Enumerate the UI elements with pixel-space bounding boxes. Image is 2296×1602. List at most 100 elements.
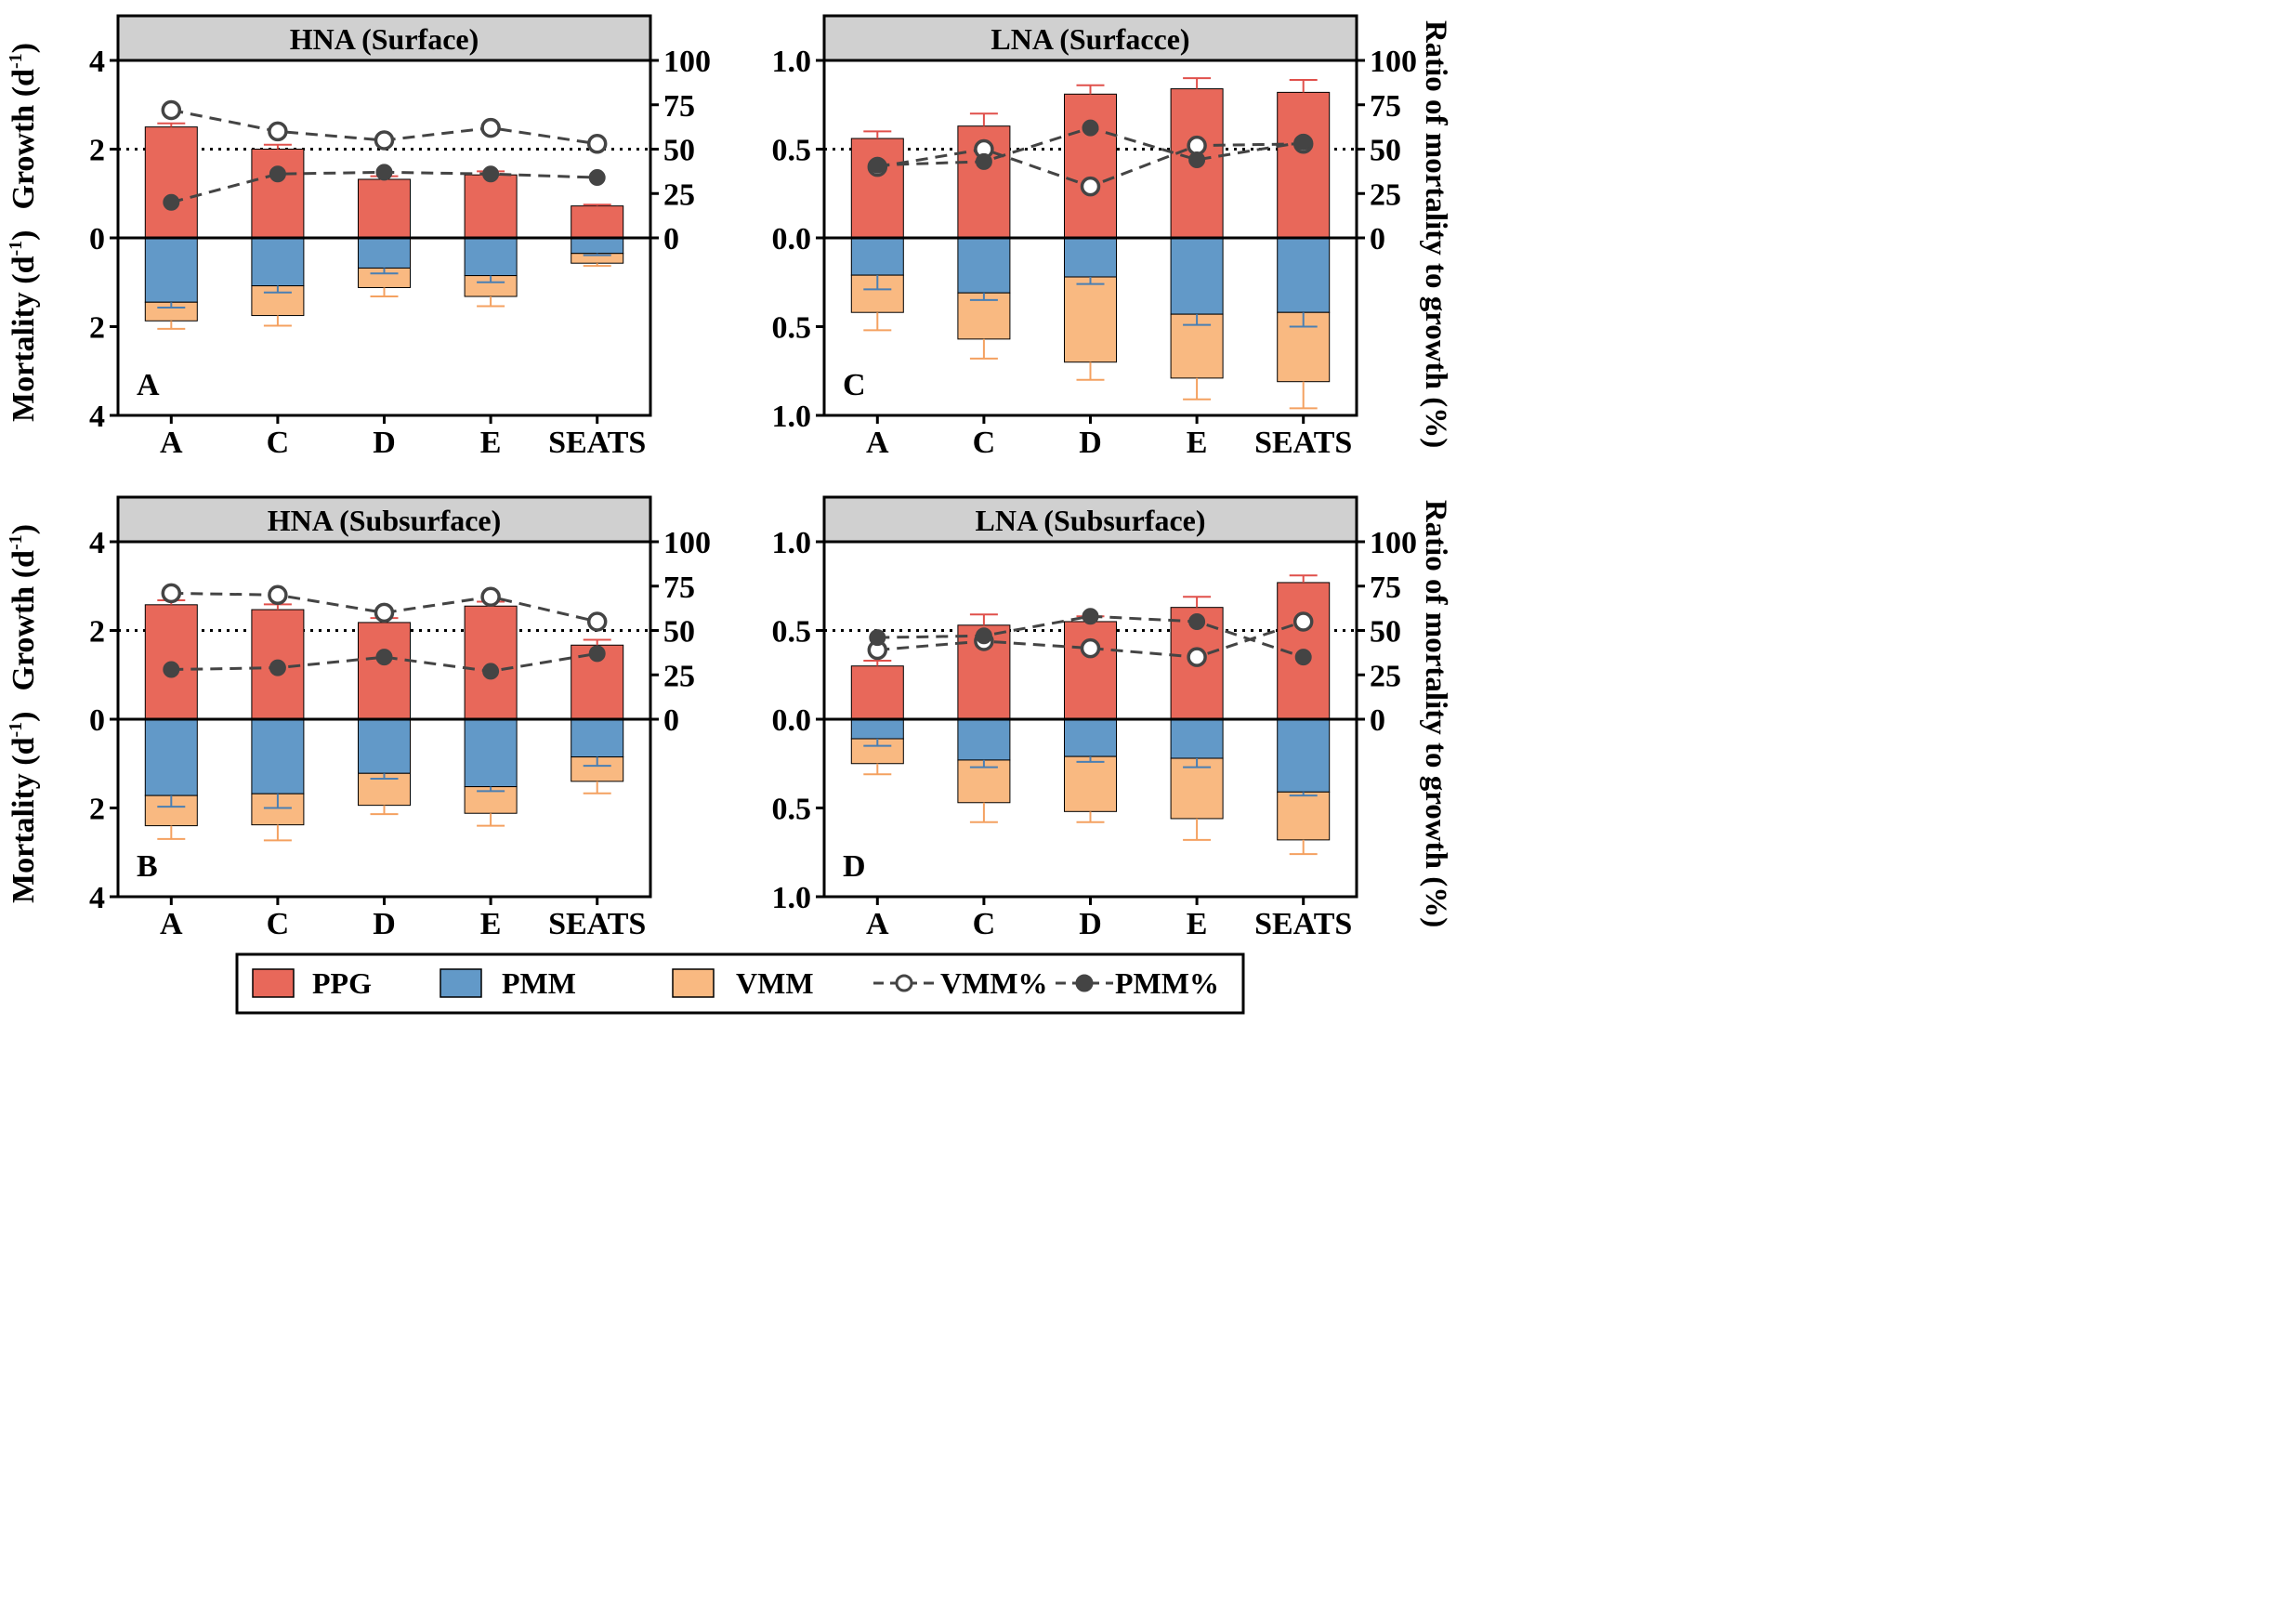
x-tick-label-E: E [1187, 907, 1208, 941]
bar-ppg-A [850, 665, 904, 720]
bar-vmm-E [1170, 757, 1224, 820]
y2-tick-label: 75 [663, 571, 695, 605]
bar-vmm-D [1064, 755, 1117, 812]
y2-tick-label: 25 [1370, 177, 1401, 212]
y-tick-label: 0.5 [772, 615, 812, 650]
y-tick-label: 0.5 [772, 311, 812, 346]
x-tick-label-A: A [160, 426, 183, 460]
panel-letter: A [137, 368, 160, 402]
point-pmm-pct-C [269, 659, 286, 676]
point-pmm-pct-SEATS [588, 645, 606, 663]
y2-tick-label: 100 [1370, 45, 1417, 79]
x-tick-label-SEATS: SEATS [1254, 426, 1352, 460]
bar-pmm-A [850, 718, 904, 740]
x-tick-label-SEATS: SEATS [548, 907, 646, 941]
x-tick-label-D: D [1079, 907, 1102, 941]
y2-tick-label: 100 [663, 45, 711, 79]
x-tick-label-SEATS: SEATS [548, 426, 646, 460]
y-tick-label: 2 [89, 793, 105, 827]
point-pmm-pct-C [975, 627, 992, 645]
bar-pmm-E [464, 718, 518, 788]
panel-hna-surface: HNA (Surface) A C D E SEATS 4 2 0 2 4 100 75 50 25 0 A [89, 14, 711, 460]
y2-tick-label: 75 [1370, 89, 1401, 124]
y-tick-label: 0.0 [772, 222, 812, 256]
right-axis-label-bottom: Ratio of mortality to growth (%) [1419, 500, 1452, 927]
bar-ppg-D [358, 622, 411, 720]
bar-ppg-E [464, 174, 518, 239]
point-pmm-pct-A [163, 193, 180, 211]
y-tick-label: 0 [89, 222, 105, 256]
y2-tick-label: 75 [1370, 571, 1401, 605]
bar-pmm-D [1064, 718, 1117, 757]
left-axis-label-top: Mortality (d-1)Growth (d-1) [6, 43, 41, 422]
panel-lna-surface: LNA (Surfacce)A C D E SEATS1.00.50.00.51.010… [772, 14, 1417, 460]
x-tick-label-C: C [267, 426, 290, 460]
x-tick-label-C: C [973, 907, 996, 941]
bar-pmm-E [1170, 237, 1224, 315]
point-pmm-pct-E [482, 165, 500, 183]
y2-tick-label: 0 [1370, 703, 1385, 738]
panel-letter: D [843, 849, 866, 884]
x-tick-label-A: A [160, 907, 183, 941]
point-pmm-pct-A [869, 629, 886, 647]
panel-title: HNA (Surface) [290, 22, 479, 56]
bar-vmm-D [1064, 276, 1117, 363]
bar-pmm-SEATS [1277, 237, 1331, 313]
y-tick-label: 0.5 [772, 793, 812, 827]
unit-superscript: -1 [6, 534, 26, 550]
point-vmm-pct-C [268, 584, 288, 606]
y-tick-label: 0.0 [772, 703, 812, 738]
y-tick-label: 4 [89, 400, 105, 434]
legend: PPG PMM VMM VMM% PMM% [235, 952, 1245, 1015]
y-tick-label: 4 [89, 45, 105, 79]
bar-ppg-D [1064, 621, 1117, 720]
bar-pmm-E [1170, 718, 1224, 759]
y2-tick-label: 50 [1370, 134, 1401, 168]
svg-text:Mortality (d-1)Growth (d-1): Mortality (d-1)Growth (d-1) [6, 524, 41, 903]
legend-label-vmm-pct: VMM% [940, 966, 1048, 1000]
y2-tick-label: 0 [663, 703, 679, 738]
mortality-label: Mortality (d [7, 737, 41, 903]
right-axis-label-top: Ratio of mortality to growth (%) [1419, 20, 1452, 448]
x-tick-label-D: D [1079, 426, 1102, 460]
x-tick-label-C: C [267, 907, 290, 941]
legend-swatch-vmm [672, 968, 715, 998]
y-tick-label: 1.0 [772, 45, 812, 79]
y2-tick-label: 50 [1370, 615, 1401, 650]
bar-pmm-A [144, 718, 198, 796]
point-vmm-pct-SEATS [586, 134, 608, 154]
panel-letter: B [137, 849, 158, 884]
y2-tick-label: 0 [1370, 222, 1385, 256]
legend-label-ppg: PPG [312, 966, 372, 1000]
bar-pmm-A [144, 237, 198, 303]
panel-title: LNA (Surfacce) [991, 22, 1189, 56]
panel-title-band [116, 14, 652, 62]
x-tick-label-E: E [480, 426, 502, 460]
y-tick-label: 2 [89, 134, 105, 168]
point-vmm-pct-D [374, 130, 395, 151]
x-tick-label-D: D [373, 426, 396, 460]
point-pmm-pct-C [269, 165, 286, 183]
point-vmm-pct-A [161, 583, 182, 604]
x-tick-label-SEATS: SEATS [1254, 907, 1352, 941]
bar-ppg-A [144, 126, 198, 239]
x-tick-label-C: C [973, 426, 996, 460]
growth-label: Growth (d [7, 550, 41, 691]
line-pmm-pct [171, 651, 597, 673]
point-pmm-pct-A [869, 156, 886, 174]
y-tick-label: 1.0 [772, 526, 812, 560]
point-pmm-pct-D [1082, 608, 1099, 625]
bar-ppg-C [251, 149, 305, 239]
unit-superscript: -1 [6, 53, 26, 69]
mortality-label: Mortality (d [7, 256, 41, 422]
point-pmm-pct-SEATS [588, 169, 606, 187]
point-pmm-pct-A [163, 661, 180, 678]
legend-label-vmm: VMM [736, 966, 814, 1000]
legend-marker-vmm-pct [873, 974, 935, 992]
bar-pmm-E [464, 237, 518, 277]
point-vmm-pct-A [161, 99, 182, 121]
bar-ppg-E [464, 605, 518, 720]
y-tick-label: 2 [89, 311, 105, 346]
bar-pmm-C [251, 237, 305, 287]
legend-swatch-pmm [440, 968, 482, 998]
